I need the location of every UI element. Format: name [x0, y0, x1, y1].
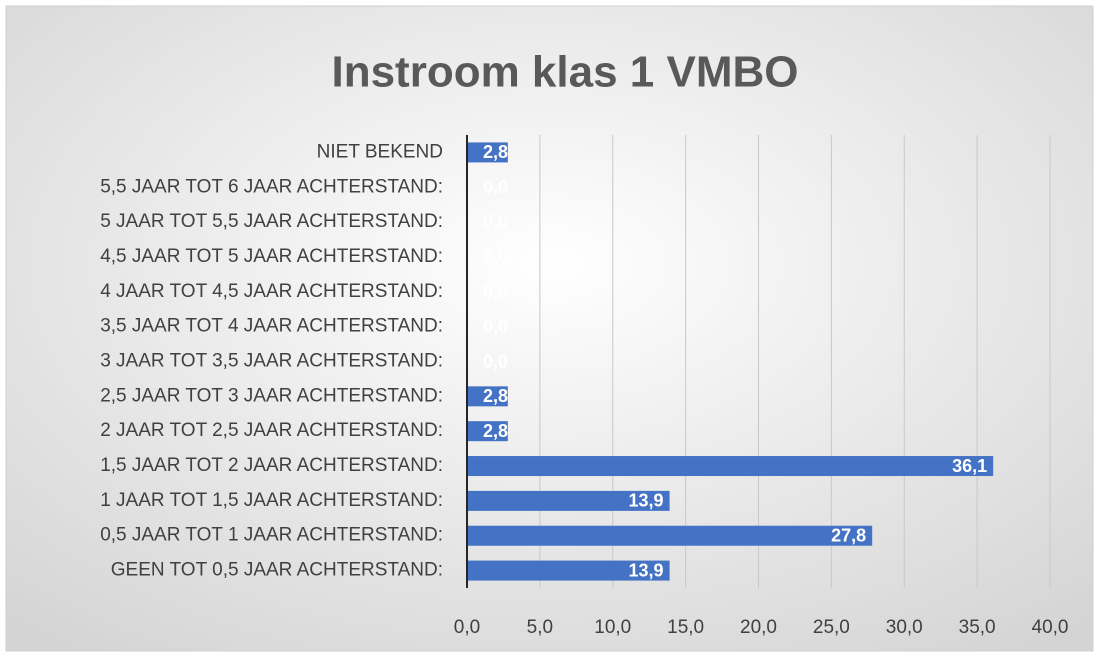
value-label: 0,0	[483, 177, 508, 197]
x-tick-label: 10,0	[594, 617, 631, 638]
bar	[467, 456, 994, 477]
value-label: 36,1	[952, 456, 987, 476]
y-tick-label: 1,5 JAAR TOT 2 JAAR ACHTERSTAND:	[100, 455, 443, 476]
y-tick-label: 2,5 JAAR TOT 3 JAAR ACHTERSTAND:	[100, 385, 443, 406]
x-tick-label: 25,0	[813, 617, 850, 638]
y-tick-label: GEEN TOT 0,5 JAAR ACHTERSTAND:	[111, 560, 443, 581]
x-tick-label: 30,0	[886, 617, 923, 638]
y-tick-label: 2 JAAR TOT 2,5 JAAR ACHTERSTAND:	[100, 420, 443, 441]
bar	[467, 142, 508, 163]
x-tick-label: 40,0	[1032, 617, 1069, 638]
value-label: 0,0	[483, 247, 508, 267]
value-label: 2,8	[483, 421, 508, 441]
value-label: 2,8	[483, 386, 508, 406]
y-tick-label: 0,5 JAAR TOT 1 JAAR ACHTERSTAND:	[100, 525, 443, 546]
bar	[467, 560, 670, 581]
x-tick-label: 35,0	[959, 617, 996, 638]
value-label: 13,9	[629, 491, 664, 511]
value-label: 0,0	[483, 282, 508, 302]
y-tick-label: 3 JAAR TOT 3,5 JAAR ACHTERSTAND:	[100, 351, 443, 372]
y-tick-label: 5 JAAR TOT 5,5 JAAR ACHTERSTAND:	[100, 211, 443, 232]
x-tick-label: 5,0	[527, 617, 553, 638]
x-tick-label: 20,0	[740, 617, 777, 638]
y-tick-label: NIET BEKEND	[317, 141, 443, 162]
y-tick-label: 4 JAAR TOT 4,5 JAAR ACHTERSTAND:	[100, 281, 443, 302]
x-tick-label: 15,0	[667, 617, 704, 638]
y-tick-label: 5,5 JAAR TOT 6 JAAR ACHTERSTAND:	[100, 176, 443, 197]
value-label: 2,8	[483, 142, 508, 162]
value-label: 0,0	[483, 212, 508, 232]
value-label: 27,8	[831, 525, 866, 545]
bar	[467, 421, 508, 442]
x-tick-label: 0,0	[454, 617, 480, 638]
chart-title: Instroom klas 1 VMBO	[331, 48, 798, 97]
value-label: 0,0	[483, 316, 508, 336]
bar	[467, 386, 508, 407]
value-label: 13,9	[629, 560, 664, 580]
y-tick-label: 4,5 JAAR TOT 5 JAAR ACHTERSTAND:	[100, 246, 443, 267]
bar	[467, 525, 873, 546]
value-label: 0,0	[483, 351, 508, 371]
bar	[467, 490, 670, 511]
y-tick-label: 1 JAAR TOT 1,5 JAAR ACHTERSTAND:	[100, 490, 443, 511]
y-tick-label: 3,5 JAAR TOT 4 JAAR ACHTERSTAND:	[100, 316, 443, 337]
